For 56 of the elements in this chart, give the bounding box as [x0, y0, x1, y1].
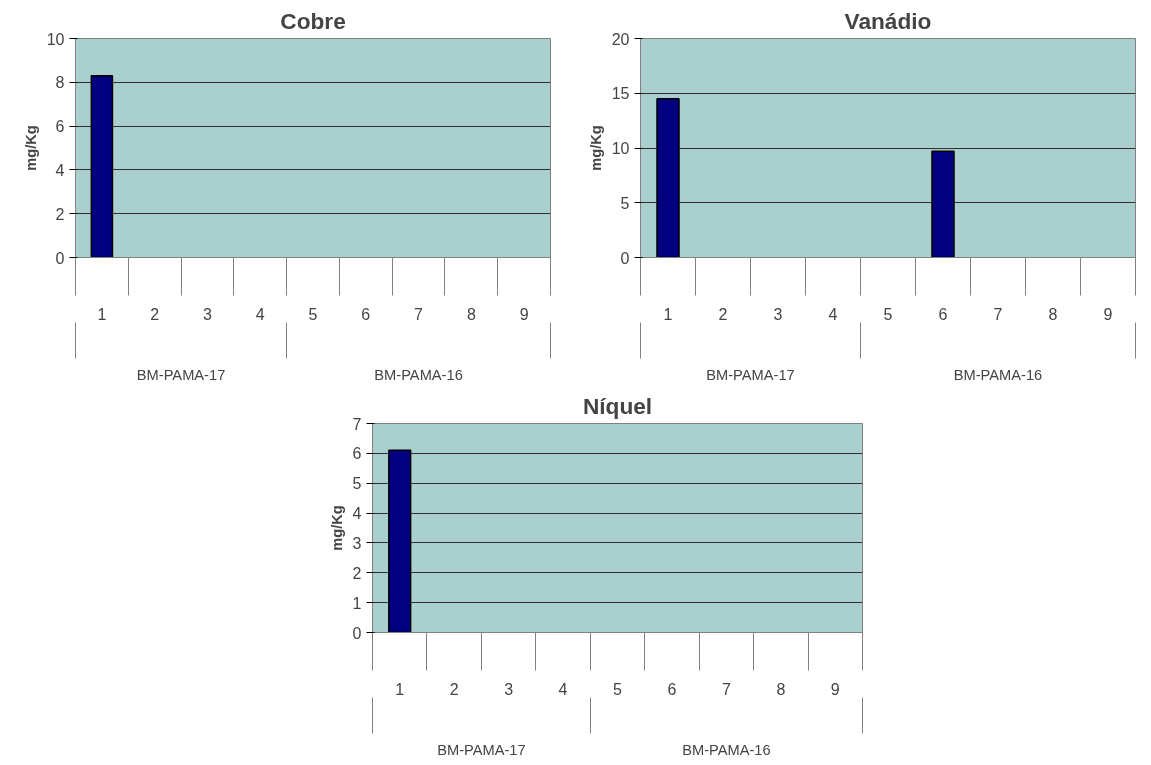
y-tick-label: 0 [55, 249, 65, 267]
text: BM-PAMA-16 [374, 366, 463, 383]
x-tick-label: 4 [255, 305, 265, 323]
chart-title: Vanádio [844, 7, 932, 34]
x-tick-label: 7 [993, 305, 1003, 323]
text: BM-PAMA-17 [136, 366, 226, 383]
x-tick-label: 1 [97, 305, 107, 323]
text: BM-PAMA-17 [706, 366, 795, 383]
y-tick-label: 0 [352, 624, 362, 642]
y-tick-label: 3 [352, 534, 362, 552]
y-tick-label: 10 [46, 30, 65, 48]
y-tick-label: 6 [352, 445, 362, 463]
y-tick-label: 7 [352, 415, 362, 433]
y-tick-label: 4 [352, 505, 362, 523]
y-tick-label: 4 [55, 161, 65, 179]
x-tick-label: 3 [773, 305, 783, 323]
y-tick-label: 2 [352, 564, 362, 582]
x-tick-label: 7 [414, 305, 424, 323]
text: BM-PAMA-16 [682, 741, 771, 758]
x-tick-label: 6 [667, 680, 677, 698]
x-tick-label: 8 [1048, 305, 1058, 323]
y-axis-title: mg/Kg [22, 125, 39, 171]
y-tick-label: 0 [620, 249, 630, 267]
text: BM-PAMA-16 [953, 366, 1043, 383]
y-tick-label: 20 [611, 30, 630, 48]
y-tick-label: 5 [620, 194, 630, 212]
y-tick-label: 1 [352, 594, 362, 612]
chart-title: Cobre [280, 7, 346, 34]
x-tick-label: 3 [203, 305, 212, 323]
y-tick-label: 10 [611, 140, 630, 157]
x-tick-label: 2 [449, 680, 459, 698]
y-tick-label: 6 [55, 118, 65, 136]
x-tick-label: 4 [828, 305, 838, 323]
y-tick-label: 8 [55, 74, 65, 92]
x-tick-label: 9 [1103, 305, 1113, 323]
x-tick-label: 2 [150, 305, 160, 323]
x-tick-label: 3 [504, 680, 514, 698]
x-tick-label: 7 [721, 680, 731, 698]
y-tick-label: 5 [352, 475, 362, 493]
x-tick-label: 9 [519, 305, 529, 323]
x-tick-label: 1 [395, 680, 405, 698]
y-axis-title: mg/Kg [328, 505, 345, 551]
x-tick-label: 1 [663, 305, 673, 323]
x-tick-label: 8 [466, 305, 476, 323]
x-tick-label: 5 [308, 305, 318, 323]
text: BM-PAMA-17 [437, 741, 526, 758]
x-tick-label: 4 [558, 680, 568, 698]
x-tick-label: 9 [830, 680, 840, 698]
chart-title: Níquel [582, 392, 653, 419]
y-axis-title: mg/Kg [587, 125, 604, 171]
x-tick-label: 5 [883, 305, 893, 323]
y-tick-label: 15 [611, 85, 630, 103]
x-tick-label: 2 [718, 305, 728, 323]
y-tick-label: 2 [55, 205, 65, 223]
x-tick-label: 6 [938, 305, 948, 323]
x-tick-label: 8 [776, 680, 786, 698]
